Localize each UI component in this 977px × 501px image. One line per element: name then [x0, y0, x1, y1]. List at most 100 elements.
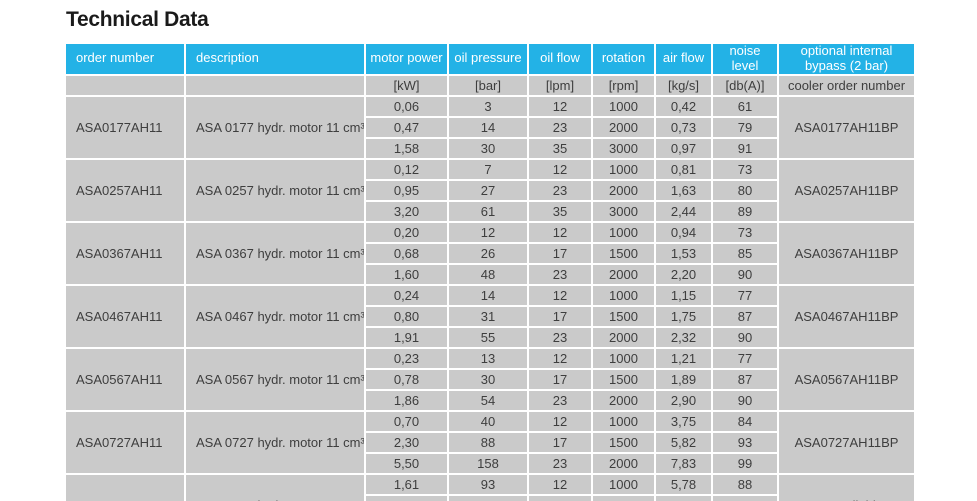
value-cell: 23: [529, 327, 591, 347]
unit-cell-8: cooler order number: [779, 75, 914, 95]
value-cell: 26: [449, 243, 527, 263]
value-cell: 87: [713, 306, 777, 326]
value-cell: 0,42: [656, 96, 711, 116]
table-row: 3,20 61 35 3000 2,44 89: [66, 201, 914, 221]
value-cell: 88: [713, 474, 777, 494]
column-header-rotation: rotation: [593, 44, 654, 74]
value-cell: 17: [529, 432, 591, 452]
column-header-description: description: [186, 44, 364, 74]
table-row: 1,86 54 23 2000 2,90 90: [66, 390, 914, 410]
value-cell: 73: [713, 159, 777, 179]
value-cell: 0,06: [366, 96, 447, 116]
value-cell: 1000: [593, 159, 654, 179]
value-cell: 3,54: [366, 495, 447, 501]
value-cell: 31: [449, 306, 527, 326]
value-cell: 0,47: [366, 117, 447, 137]
value-cell: 79: [713, 117, 777, 137]
value-cell: 1,89: [656, 369, 711, 389]
value-cell: 3: [449, 96, 527, 116]
value-cell: 55: [449, 327, 527, 347]
order-number-cell: ASA0257AH11: [66, 159, 184, 221]
value-cell: 2,32: [656, 327, 711, 347]
value-cell: 0,73: [656, 117, 711, 137]
value-cell: 99: [713, 453, 777, 473]
value-cell: 73: [713, 222, 777, 242]
table-row: 0,47 14 23 2000 0,73 79: [66, 117, 914, 137]
value-cell: 5,82: [656, 432, 711, 452]
value-cell: 90: [713, 390, 777, 410]
value-cell: 84: [713, 411, 777, 431]
column-header-optional: optional internal bypass (2 bar): [779, 44, 914, 74]
column-header-motor: motor power: [366, 44, 447, 74]
value-cell: 7,83: [656, 453, 711, 473]
unit-cell-3: [bar]: [449, 75, 527, 95]
value-cell: 2,90: [656, 390, 711, 410]
value-cell: 0,80: [366, 306, 447, 326]
unit-cell-7: [db(A)]: [713, 75, 777, 95]
description-cell: ASA 0177 hydr. motor 11 cm³: [186, 96, 364, 158]
value-cell: 5,78: [656, 474, 711, 494]
table-row: ASA0567AH11 ASA 0567 hydr. motor 11 cm³ 0,…: [66, 348, 914, 410]
value-cell: 77: [713, 285, 777, 305]
value-cell: 0,81: [656, 159, 711, 179]
table-row: 0,95 27 23 2000 1,63 80: [66, 180, 914, 200]
value-cell: 1,53: [656, 243, 711, 263]
value-cell: 12: [529, 348, 591, 368]
value-cell: 1,21: [656, 348, 711, 368]
value-cell: 3000: [593, 201, 654, 221]
table-row: 1,60 48 23 2000 2,20 90: [66, 264, 914, 284]
value-cell: 61: [449, 201, 527, 221]
value-cell: 1,61: [366, 474, 447, 494]
bypass-cell: ASA0177AH11BP: [779, 96, 914, 158]
value-cell: 1,91: [366, 327, 447, 347]
value-cell: 2,44: [656, 201, 711, 221]
value-cell: 93: [713, 432, 777, 452]
value-cell: 14: [449, 117, 527, 137]
value-cell: 12: [529, 96, 591, 116]
value-cell: 12: [449, 222, 527, 242]
value-cell: 2000: [593, 117, 654, 137]
unit-cell-0: [66, 75, 184, 95]
value-cell: 1000: [593, 348, 654, 368]
description-cell: ASA 0567 hydr. motor 11 cm³: [186, 348, 364, 410]
bypass-cell: ASA0257AH11BP: [779, 159, 914, 221]
value-cell: 1000: [593, 222, 654, 242]
bypass-cell: ASA0567AH11BP: [779, 348, 914, 410]
value-cell: 12: [529, 285, 591, 305]
value-cell: 157: [449, 495, 527, 501]
table-row: 0,78 30 17 1500 1,89 87: [66, 369, 914, 389]
value-cell: 23: [529, 453, 591, 473]
value-cell: 7: [449, 159, 527, 179]
value-cell: 1,63: [656, 180, 711, 200]
description-cell: ASA 0727 hydr. motor 11 cm³: [186, 411, 364, 473]
value-cell: 92: [713, 495, 777, 501]
value-cell: 12: [529, 474, 591, 494]
bypass-cell: not available: [779, 474, 914, 501]
table-row: 5,50 158 23 2000 7,83 99: [66, 453, 914, 473]
description-cell: ASA 0367 hydr. motor 11 cm³: [186, 222, 364, 284]
value-cell: 12: [529, 159, 591, 179]
value-cell: 0,97: [656, 138, 711, 158]
order-number-cell: ASA0367AH11: [66, 222, 184, 284]
value-cell: 1,58: [366, 138, 447, 158]
header-row: order number description motor power oil pr…: [66, 44, 914, 74]
value-cell: 91: [713, 138, 777, 158]
value-cell: 27: [449, 180, 527, 200]
value-cell: 90: [713, 264, 777, 284]
value-cell: 3,20: [366, 201, 447, 221]
order-number-cell: ASA0927AH11: [66, 474, 184, 501]
table-row: ASA0467AH11 ASA 0467 hydr. motor 11 cm³ 0,…: [66, 285, 914, 347]
value-cell: 0,12: [366, 159, 447, 179]
value-cell: 1,15: [656, 285, 711, 305]
value-cell: 1,75: [656, 306, 711, 326]
value-cell: 12: [529, 222, 591, 242]
table-row: ASA0927AH11ASA 0927 hydr. motor 11 cm³1,…: [66, 474, 914, 501]
value-cell: 0,78: [366, 369, 447, 389]
value-cell: 1000: [593, 285, 654, 305]
table-body: ASA0177AH11 ASA 0177 hydr. motor 11 cm³ 0,…: [66, 96, 914, 501]
table-row: 0,80 31 17 1500 1,75 87: [66, 306, 914, 326]
value-cell: 23: [529, 390, 591, 410]
value-cell: 15: [529, 495, 591, 501]
value-cell: 35: [529, 138, 591, 158]
